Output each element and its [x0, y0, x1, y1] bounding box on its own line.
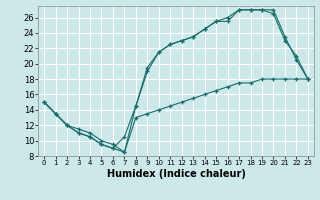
- X-axis label: Humidex (Indice chaleur): Humidex (Indice chaleur): [107, 169, 245, 179]
